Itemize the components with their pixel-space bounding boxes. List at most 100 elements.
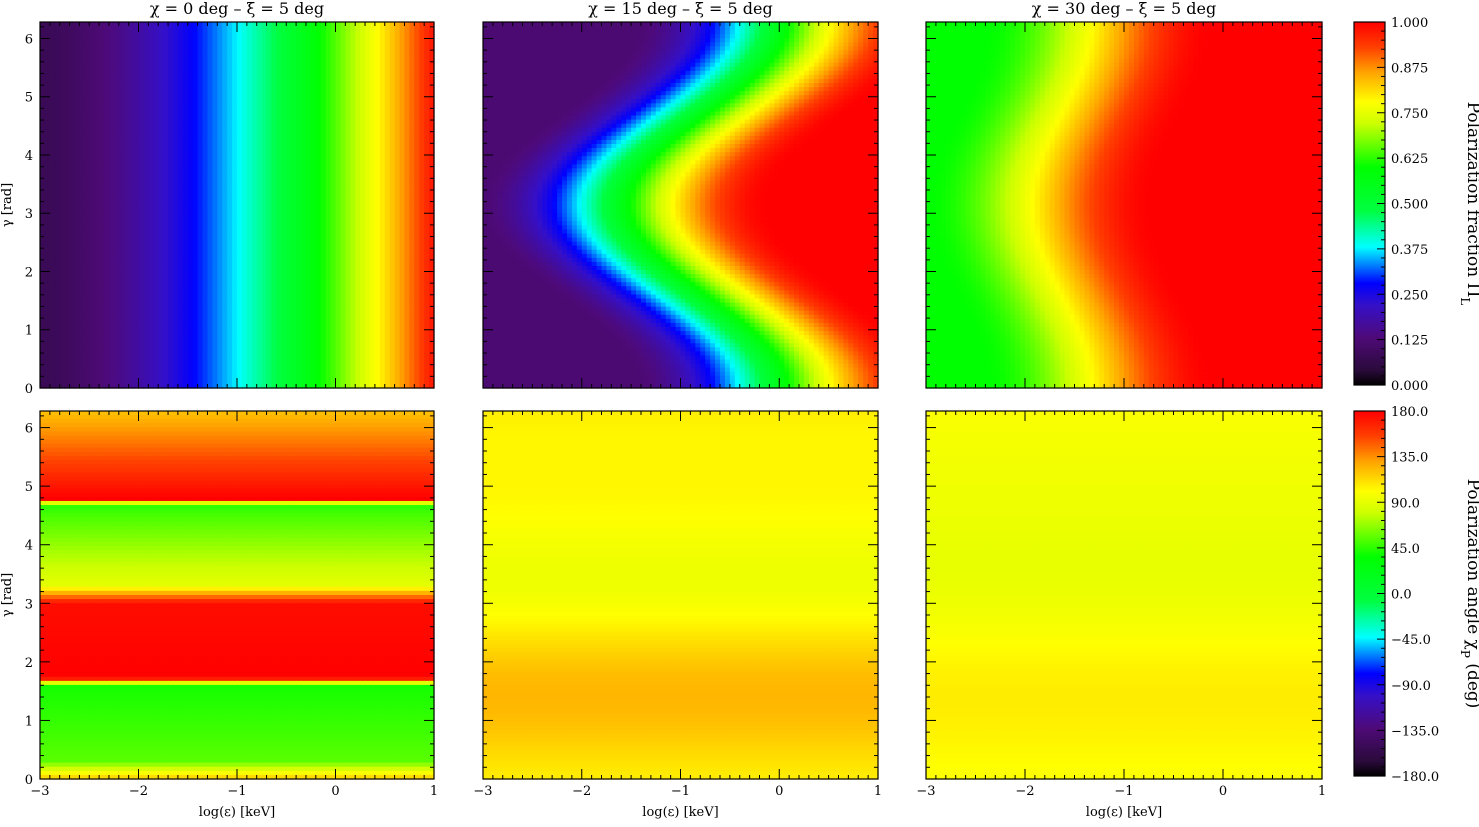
heatmap-cell xyxy=(267,246,273,251)
heatmap-cell xyxy=(370,124,376,129)
heatmap-cell xyxy=(395,172,401,177)
heatmap-cell xyxy=(163,197,169,202)
heatmap-cell xyxy=(153,233,159,238)
heatmap-cell xyxy=(119,67,125,72)
heatmap-cell xyxy=(409,242,415,247)
heatmap-cell xyxy=(148,148,154,153)
heatmap-cell xyxy=(345,144,351,149)
heatmap-cell xyxy=(340,181,346,186)
heatmap-cell xyxy=(237,42,243,47)
heatmap-cell xyxy=(143,193,149,198)
heatmap-cell xyxy=(301,233,307,238)
heatmap-cell xyxy=(188,79,194,84)
heatmap-cell xyxy=(380,83,386,88)
heatmap-cell xyxy=(365,193,371,198)
heatmap-cell xyxy=(271,107,277,112)
heatmap-cell xyxy=(271,116,277,121)
heatmap-cell xyxy=(114,71,120,76)
heatmap-cell xyxy=(129,238,135,243)
heatmap-cell xyxy=(331,201,337,206)
heatmap-cell xyxy=(380,75,386,80)
heatmap-cell xyxy=(45,250,51,255)
heatmap-cell xyxy=(316,168,322,173)
heatmap-cell xyxy=(232,164,238,169)
heatmap-cell xyxy=(267,238,273,243)
heatmap-cell xyxy=(326,144,332,149)
heatmap-cell xyxy=(163,67,169,72)
heatmap-cell xyxy=(414,246,420,251)
heatmap-cell xyxy=(134,107,140,112)
heatmap-cell xyxy=(252,209,258,214)
heatmap-cell xyxy=(247,75,253,80)
heatmap-cell xyxy=(212,233,218,238)
heatmap-cell xyxy=(203,34,209,39)
heatmap-cell xyxy=(301,83,307,88)
heatmap-cell xyxy=(55,250,61,255)
heatmap-cell xyxy=(217,116,223,121)
heatmap-cell xyxy=(158,140,164,145)
heatmap-cell xyxy=(124,185,130,190)
heatmap-cell xyxy=(257,111,263,116)
heatmap-cell xyxy=(247,46,253,51)
heatmap-cell xyxy=(355,152,361,157)
heatmap-cell xyxy=(331,95,337,100)
heatmap-cell xyxy=(119,242,125,247)
heatmap-cell xyxy=(124,209,130,214)
heatmap-cell xyxy=(336,75,342,80)
heatmap-cell xyxy=(178,63,184,68)
heatmap-cell xyxy=(203,217,209,222)
heatmap-cell xyxy=(365,67,371,72)
heatmap-cell xyxy=(55,225,61,230)
heatmap-cell xyxy=(114,83,120,88)
heatmap-cell xyxy=(340,83,346,88)
heatmap-cell xyxy=(153,116,159,121)
heatmap-cell xyxy=(424,91,430,96)
heatmap-cell xyxy=(109,217,115,222)
heatmap-cell xyxy=(148,124,154,129)
heatmap-cell xyxy=(271,42,277,47)
heatmap-cell xyxy=(79,197,85,202)
heatmap-cell xyxy=(119,71,125,76)
heatmap-cell xyxy=(276,144,282,149)
heatmap-cell xyxy=(424,124,430,129)
heatmap-cell xyxy=(129,83,135,88)
heatmap-cell xyxy=(281,136,287,141)
heatmap-cell xyxy=(414,238,420,243)
heatmap-cell xyxy=(419,189,425,194)
heatmap-cell xyxy=(119,233,125,238)
heatmap-cell xyxy=(331,128,337,133)
heatmap-cell xyxy=(370,181,376,186)
heatmap-cell xyxy=(350,242,356,247)
heatmap-cell xyxy=(109,103,115,108)
heatmap-cell xyxy=(143,26,149,31)
heatmap-cell xyxy=(173,128,179,133)
heatmap-cell xyxy=(198,79,204,84)
heatmap-cell xyxy=(247,242,253,247)
heatmap-cell xyxy=(222,148,228,153)
heatmap-cell xyxy=(168,95,174,100)
heatmap-cell xyxy=(50,201,56,206)
heatmap-cell xyxy=(70,107,76,112)
heatmap-cell xyxy=(340,79,346,84)
heatmap-cell xyxy=(173,221,179,226)
heatmap-cell xyxy=(129,103,135,108)
heatmap-cell xyxy=(65,213,71,218)
heatmap-cell xyxy=(301,128,307,133)
heatmap-cell xyxy=(331,124,337,129)
heatmap-cell xyxy=(276,71,282,76)
heatmap-cell xyxy=(365,201,371,206)
heatmap-cell xyxy=(375,22,381,27)
heatmap-cell xyxy=(276,242,282,247)
heatmap-cell xyxy=(84,99,90,104)
heatmap-cell xyxy=(262,181,268,186)
heatmap-cell xyxy=(414,26,420,31)
heatmap-cell xyxy=(158,201,164,206)
heatmap-cell xyxy=(198,140,204,145)
heatmap-cell xyxy=(212,79,218,84)
heatmap-cell xyxy=(207,233,213,238)
heatmap-cell xyxy=(168,229,174,234)
heatmap-cell xyxy=(286,120,292,125)
heatmap-cell xyxy=(89,79,95,84)
heatmap-cell xyxy=(74,160,80,165)
heatmap-cell xyxy=(321,197,327,202)
